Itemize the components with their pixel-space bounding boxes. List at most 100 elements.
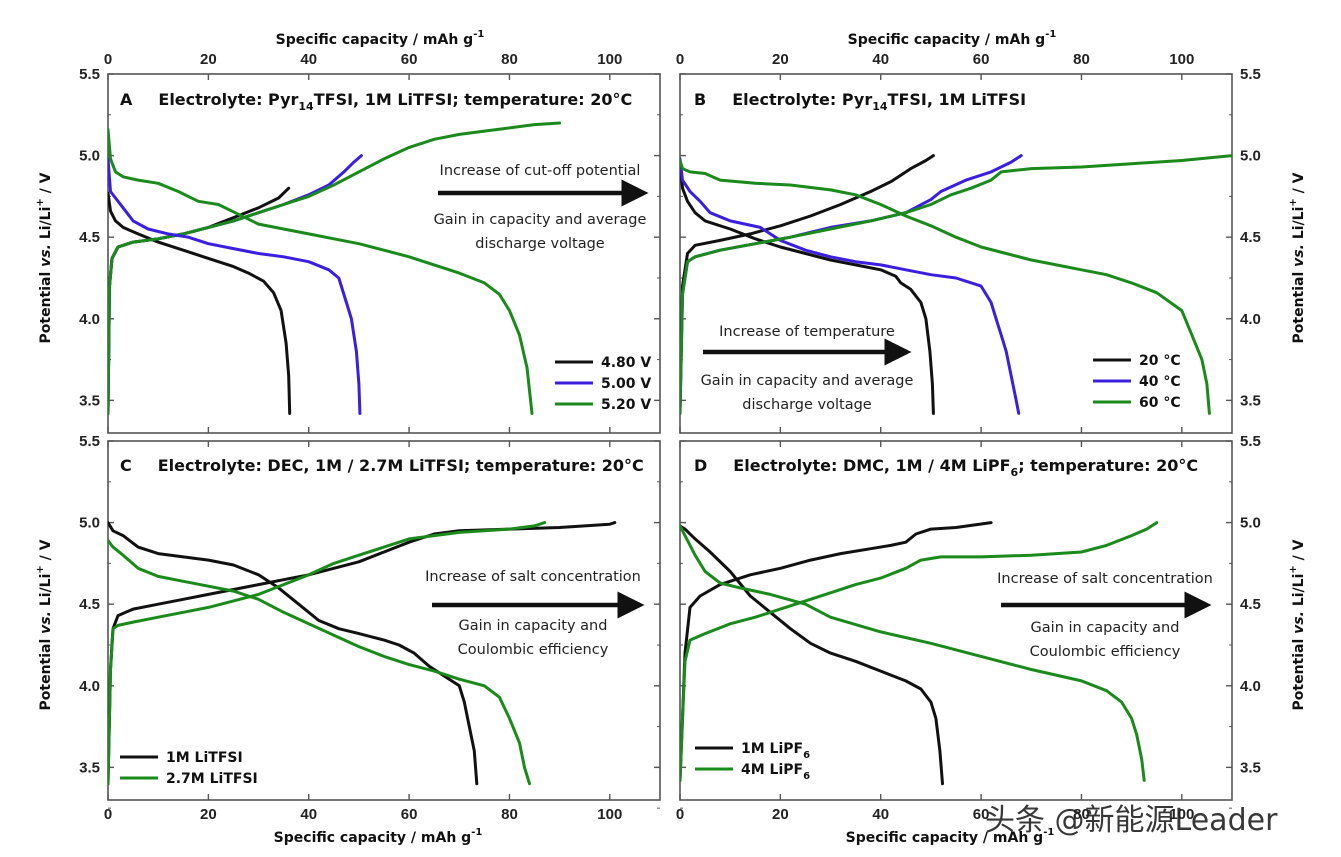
x-tick-label: 60	[401, 51, 418, 68]
annotation-line2: Gain in capacity and	[1031, 620, 1180, 636]
x-tick-label: 40	[872, 51, 889, 68]
x-tick-label: 0	[104, 51, 112, 68]
y-tick-label: 5.0	[1240, 148, 1261, 165]
panel-c: 0 20 40 60 80 100 3.5 4.0 4.5 5.0 5.5 C Electrolyte:…	[79, 433, 661, 823]
x-tick-label: 80	[501, 806, 518, 823]
annotation-line1: Increase of salt concentration	[997, 571, 1213, 587]
y-tick-label: 4.5	[79, 596, 100, 613]
series-line-charge	[680, 521, 1159, 782]
y-tick-label: 4.0	[1240, 678, 1261, 695]
annotation-line3: discharge voltage	[742, 397, 872, 413]
series-line-discharge	[108, 539, 531, 786]
annotation-line2: Gain in capacity and average	[434, 212, 647, 228]
y-tick-label: 5.5	[79, 66, 100, 83]
y-tick-label: 4.0	[79, 311, 100, 328]
y-tick-label: 3.5	[1240, 392, 1261, 409]
series-line-discharge	[680, 159, 1211, 415]
annotation-line2: Gain in capacity and	[459, 618, 608, 634]
legend-label: 60 °C	[1139, 395, 1181, 411]
annotation-line3: Coulombic efficiency	[1030, 644, 1181, 660]
annotation-line3: Coulombic efficiency	[458, 642, 609, 658]
legend-label: 4M LiPF6	[741, 762, 810, 782]
y-tick-label: 5.5	[79, 433, 100, 450]
series-line-discharge	[680, 157, 1021, 415]
y-tick-label: 5.5	[1240, 433, 1261, 450]
panel-frame	[679, 440, 1233, 801]
y-tick-label: 5.0	[79, 148, 100, 165]
legend-label: 1M LiTFSI	[166, 750, 243, 766]
annotation-line1: Increase of temperature	[719, 324, 895, 340]
legend-label: 5.20 V	[601, 397, 651, 413]
y-axis-label-bottom-right: Potential vs. Li/Li+ / V	[1288, 539, 1307, 710]
x-tick-label: 80	[1073, 806, 1090, 823]
x-tick-label: 0	[676, 51, 684, 68]
top-x-axis-label-right: Specific capacity / mAh g-1	[848, 29, 1057, 48]
y-tick-label: 4.5	[79, 229, 100, 246]
series-line-charge	[680, 521, 993, 782]
x-tick-label: 20	[200, 51, 217, 68]
x-tick-label: 100	[597, 806, 622, 823]
x-tick-label: 40	[872, 806, 889, 823]
series-line-discharge	[680, 524, 1146, 782]
curves	[108, 121, 562, 415]
x-tick-label: 60	[401, 806, 418, 823]
y-axis-label-bottom-left: Potential vs. Li/Li+ / V	[35, 539, 54, 710]
series-line-charge	[680, 154, 935, 410]
panels: 0 20 40 60 80 100 3.5 4.0 4.5 5.0 5.5 A Electrolyte:…	[79, 51, 1261, 823]
series-line-discharge	[680, 160, 935, 415]
legend-label: 5.00 V	[601, 376, 651, 392]
panel-frame	[679, 73, 1233, 434]
x-tick-label: 20	[200, 806, 217, 823]
panel-title: A Electrolyte: Pyr14TFSI, 1M LiTFSI; temp…	[120, 90, 632, 113]
panel-frame	[107, 73, 661, 434]
top-x-axis-label-left: Specific capacity / mAh g-1	[276, 29, 485, 48]
annotation-line1: Increase of cut-off potential	[440, 163, 641, 179]
x-tick-label: 100	[1169, 806, 1194, 823]
bottom-x-axis-label-left: Specific capacity / mAh g-1	[274, 827, 483, 846]
x-tick-label: 60	[973, 806, 990, 823]
x-tick-label: 40	[300, 51, 317, 68]
y-tick-label: 3.5	[79, 759, 100, 776]
series-line-discharge	[108, 128, 534, 415]
y-tick-label: 5.5	[1240, 66, 1261, 83]
series-line-discharge	[108, 521, 479, 786]
x-tick-label: 0	[676, 806, 684, 823]
series-line-discharge	[108, 157, 362, 415]
panel-b: 0 20 40 60 80 100 3.5 4.0 4.5 5.0 5.5 B Electrolyte:…	[676, 51, 1261, 442]
bottom-x-axis-label-right: Specific capacity / mAh g-1	[846, 827, 1055, 846]
panel-a: 0 20 40 60 80 100 3.5 4.0 4.5 5.0 5.5 A Electrolyte:…	[79, 51, 661, 442]
y-tick-label: 5.0	[1240, 515, 1261, 532]
legend-label: 1M LiPF6	[741, 741, 810, 761]
annotation-line2: Gain in capacity and average	[701, 373, 914, 389]
y-tick-label: 4.5	[1240, 596, 1261, 613]
y-tick-label: 4.0	[1240, 311, 1261, 328]
panel-frame	[107, 440, 661, 801]
y-axis-label-top-left: Potential vs. Li/Li+ / V	[35, 172, 54, 343]
series-line-charge	[108, 154, 363, 415]
x-tick-label: 80	[1073, 51, 1090, 68]
legend-label: 2.7M LiTFSI	[166, 771, 258, 787]
panel-title: D Electrolyte: DMC, 1M / 4M LiPF6; temper…	[694, 456, 1198, 479]
x-tick-label: 100	[597, 51, 622, 68]
series-line-charge	[680, 154, 1232, 415]
y-tick-label: 3.5	[1240, 759, 1261, 776]
series-line-discharge	[680, 524, 944, 786]
x-tick-label: 100	[1169, 51, 1194, 68]
x-tick-label: 40	[300, 806, 317, 823]
x-tick-label: 80	[501, 51, 518, 68]
curves	[680, 521, 1159, 786]
legend-label: 20 °C	[1139, 353, 1181, 369]
panel-title: C Electrolyte: DEC, 1M / 2.7M LiTFSI; tem…	[120, 456, 644, 475]
y-axis-label-top-right: Potential vs. Li/Li+ / V	[1288, 172, 1307, 343]
x-tick-label: 20	[772, 806, 789, 823]
y-tick-label: 3.5	[79, 392, 100, 409]
annotation-line1: Increase of salt concentration	[425, 569, 641, 585]
panel-title: B Electrolyte: Pyr14TFSI, 1M LiTFSI	[694, 90, 1026, 113]
y-tick-label: 4.5	[1240, 229, 1261, 246]
series-line-discharge	[108, 191, 292, 415]
x-tick-label: 0	[104, 806, 112, 823]
y-tick-label: 5.0	[79, 515, 100, 532]
curves	[108, 521, 617, 786]
x-tick-label: 60	[973, 51, 990, 68]
